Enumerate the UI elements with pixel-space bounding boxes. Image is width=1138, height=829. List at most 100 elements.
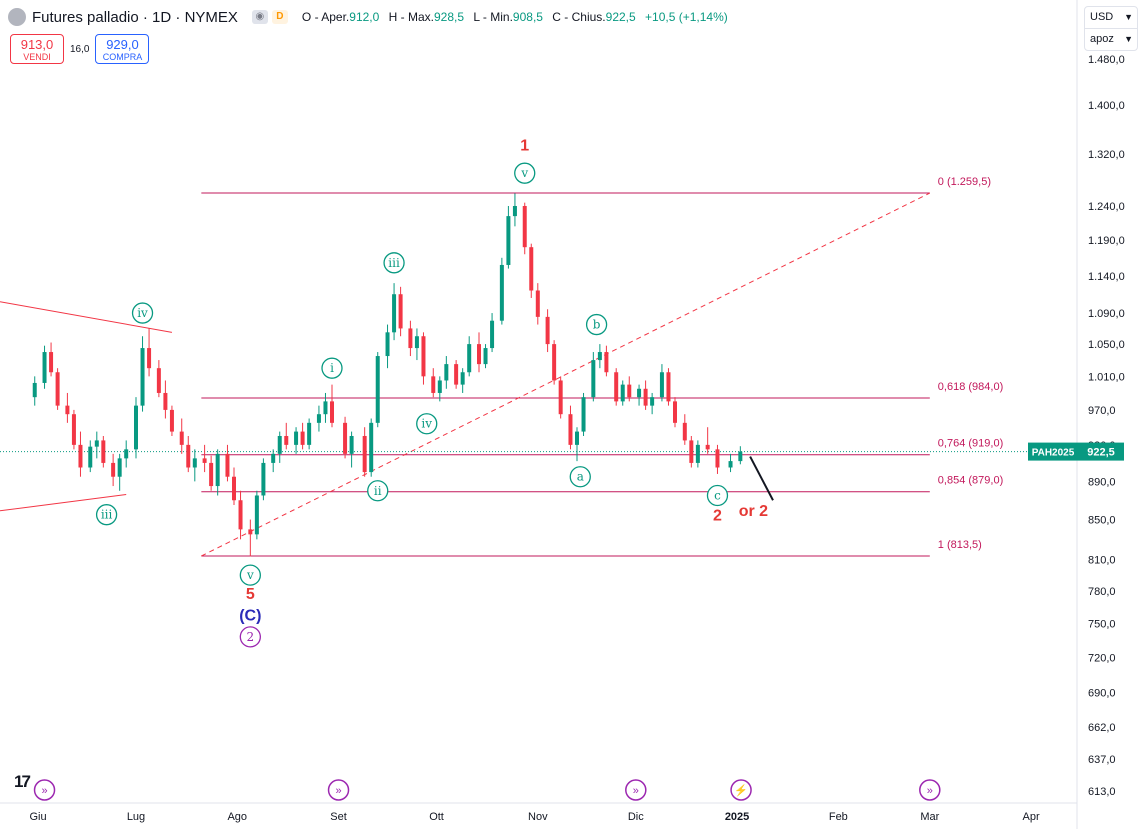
x-tick-label: Apr xyxy=(1023,811,1040,823)
wave-label: iii xyxy=(388,256,400,270)
candle-body xyxy=(271,453,276,463)
y-tick-label: 1.190,0 xyxy=(1088,235,1125,247)
y-tick-label: 1.010,0 xyxy=(1088,371,1125,383)
ohlc-readout: O - Aper.912,0 H - Max.928,5 L - Min.908… xyxy=(302,10,734,24)
buy-button[interactable]: 929,0 COMPRA xyxy=(95,34,150,64)
candle-body xyxy=(444,364,449,381)
candle-body xyxy=(398,294,403,329)
candle-body xyxy=(362,435,367,473)
x-tick-label: Set xyxy=(330,811,347,823)
y-tick-label: 1.320,0 xyxy=(1088,149,1125,161)
candle-body xyxy=(558,380,563,415)
y-tick-label: 780,0 xyxy=(1088,586,1116,598)
x-tick-label: Giu xyxy=(29,811,46,823)
delayed-data-badge[interactable]: D xyxy=(271,10,288,24)
sell-button[interactable]: 913,0 VENDI xyxy=(10,34,64,64)
candle-body xyxy=(535,290,540,317)
candle-body xyxy=(614,372,619,402)
y-tick-label: 1.240,0 xyxy=(1088,201,1125,213)
wave-label: v xyxy=(246,568,254,582)
ohlc-low-label: L - Min. xyxy=(473,10,513,24)
candle-body xyxy=(78,444,83,468)
y-tick-label: 1.140,0 xyxy=(1088,271,1125,283)
candle-body xyxy=(147,348,152,369)
candle-body xyxy=(163,392,168,410)
candle-body xyxy=(202,458,207,463)
candle-body xyxy=(581,397,586,432)
chart-header: Futures palladio · 1D · NYMEX ◉ D O - Ap… xyxy=(8,6,734,28)
candle-body xyxy=(248,529,253,535)
candle-body xyxy=(284,435,289,445)
wave-label-circle xyxy=(239,626,261,648)
ohlc-change-value: +10,5 (+1,14%) xyxy=(645,10,728,24)
y-tick-label: 970,0 xyxy=(1088,405,1116,417)
candle-body xyxy=(506,216,511,265)
candle-body xyxy=(209,462,214,487)
candle-body xyxy=(225,453,230,477)
wave-label: i xyxy=(330,361,334,375)
eye-icon[interactable]: ◉ xyxy=(251,10,268,24)
candle-body xyxy=(705,444,710,450)
wave-label: or 2 xyxy=(739,503,768,520)
wave-label-circle xyxy=(131,302,154,324)
wave-label-circle xyxy=(514,162,536,184)
candle-body xyxy=(604,352,609,373)
y-tick-label: 850,0 xyxy=(1088,515,1116,527)
buy-price: 929,0 xyxy=(106,37,139,52)
x-tick-label: Nov xyxy=(528,811,548,823)
candle-body xyxy=(88,446,93,468)
last-price-tag-bg xyxy=(1078,442,1124,461)
wave-label: 1 xyxy=(520,138,529,155)
x-tick-label: 2025 xyxy=(725,811,749,823)
candle-body xyxy=(620,384,625,402)
x-tick-label: Dic xyxy=(628,811,644,823)
x-tick-label: Ago xyxy=(227,811,247,823)
trendline-lower xyxy=(0,494,127,512)
candle-body xyxy=(575,431,579,445)
candle-body xyxy=(307,422,312,445)
wave-label: 2 xyxy=(247,630,255,644)
candle-body xyxy=(134,405,138,450)
wave-label: 5 xyxy=(246,586,255,603)
symbol-tag: PAH2025 xyxy=(1032,448,1075,459)
event-icon xyxy=(327,779,350,801)
symbol-title[interactable]: Futures palladio · 1D · NYMEX xyxy=(32,8,238,26)
tradingview-logo[interactable]: 17 xyxy=(14,772,31,791)
candle-body xyxy=(294,431,299,445)
symbol-logo-icon xyxy=(8,8,26,26)
wave-label-circle xyxy=(416,413,438,435)
y-tick-label: 662,0 xyxy=(1088,722,1116,734)
ohlc-open-label: O - Aper. xyxy=(301,10,350,24)
y-tick-label: 1.480,0 xyxy=(1088,54,1125,66)
candle-body xyxy=(467,344,472,373)
y-tick-label: 890,0 xyxy=(1088,476,1116,488)
wave-label: (C) xyxy=(239,608,261,625)
candle-body xyxy=(369,422,374,473)
wave-label: 2 xyxy=(713,508,722,525)
candle-body xyxy=(545,316,550,345)
currency-select[interactable]: USD ▼ xyxy=(1085,7,1137,28)
candle-body xyxy=(643,388,648,406)
candle-body xyxy=(232,476,236,501)
wave-label: v xyxy=(520,166,528,180)
scale-mode-select[interactable]: apoz ▼ xyxy=(1085,28,1137,50)
chevron-down-icon: ▼ xyxy=(1124,34,1133,44)
fib-level-label: 0 (1.259,5) xyxy=(938,176,991,188)
x-tick-label: Feb xyxy=(829,811,848,823)
ohlc-high-label: H - Max. xyxy=(388,10,434,24)
candle-body xyxy=(343,422,348,454)
event-icon xyxy=(625,779,647,801)
candle-body xyxy=(375,356,380,423)
candle-body xyxy=(499,264,504,321)
fib-trend-line xyxy=(201,192,931,557)
candle-body xyxy=(673,401,677,423)
candle-body xyxy=(94,440,99,447)
candle-body xyxy=(666,372,671,402)
wave-label: iii xyxy=(101,508,113,522)
candle-body xyxy=(650,397,655,406)
sell-price: 913,0 xyxy=(20,37,54,52)
y-tick-label: 1.400,0 xyxy=(1088,100,1125,112)
x-tick-label: Mar xyxy=(920,811,939,823)
y-tick-label: 1.050,0 xyxy=(1088,339,1125,351)
